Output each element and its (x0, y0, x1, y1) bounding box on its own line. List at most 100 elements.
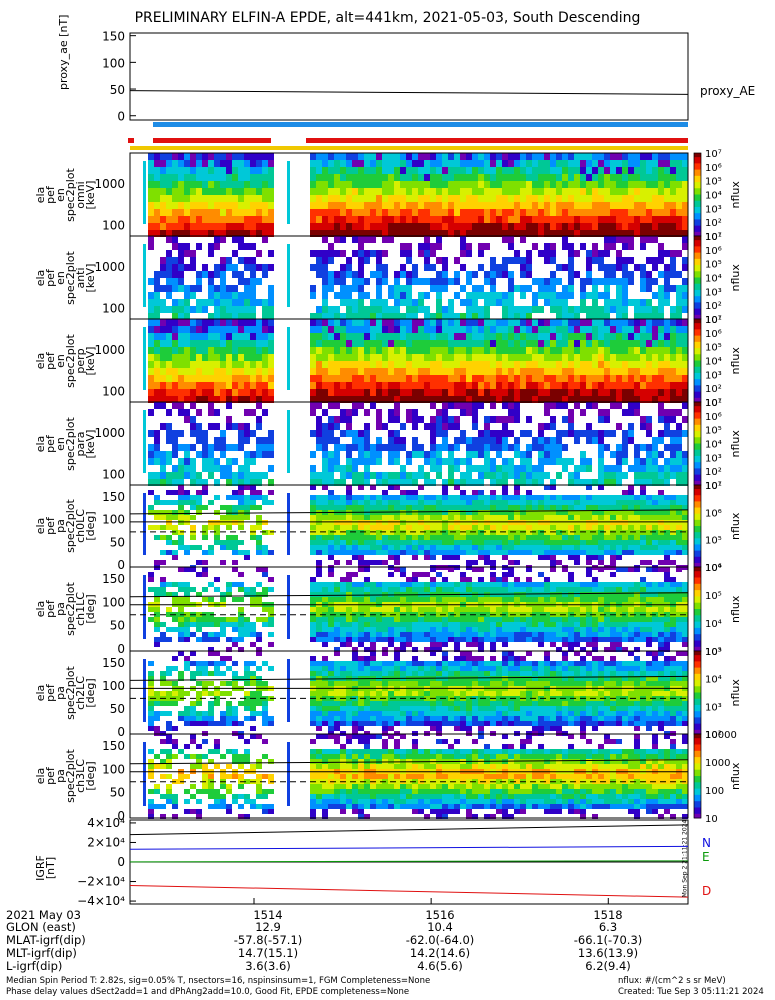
data-stripe (143, 742, 146, 806)
pitch-angle-spectrogram (143, 485, 688, 570)
colorbar-tick-label: 10⁶ (705, 563, 722, 574)
colorbar-tick-label: 10² (705, 384, 722, 395)
proxy-ae-frame (129, 32, 689, 121)
colorbar-tick-label: 10 (705, 814, 718, 825)
colorbar-tick-label: 10⁶ (705, 163, 722, 174)
pitch-panel-ylabel: ela pef pa spec2plot ch0LC [deg] (34, 499, 97, 553)
data-stripe (143, 575, 146, 639)
colorbar-tick-label: 10⁵ (705, 260, 722, 271)
legend-d: D (702, 884, 712, 898)
pitch-angle-spectrogram (143, 567, 688, 652)
energy-spectrogram (143, 153, 688, 237)
y-tick-label: 100 (102, 467, 125, 481)
colorbar-tick-label: 10¹ (705, 232, 722, 243)
status-bar-red (306, 138, 688, 143)
colorbar-tick-label: 10¹ (705, 315, 722, 326)
status-bar-blue (153, 122, 688, 127)
x-tick-label: 1514 (253, 908, 283, 922)
colorbar-tick-label: 10⁴ (705, 191, 722, 202)
y-tick-label: 100 (102, 762, 125, 776)
colorbar-label: nflux (729, 595, 742, 623)
y-tick-label: 1000 (94, 177, 125, 191)
reference-line (129, 675, 689, 681)
colorbar-tick-label: 10⁷ (705, 232, 722, 243)
data-stripe (143, 493, 146, 555)
y-tick-label: −4×10⁴ (77, 894, 125, 908)
reference-line (129, 759, 689, 765)
energy-spectrogram (143, 319, 688, 403)
colorbar-tick-label: 10³ (705, 702, 722, 713)
colorbar-tick-label: 10¹ (705, 398, 722, 409)
y-tick-label: 0 (117, 855, 125, 869)
colorbar (693, 566, 702, 652)
energy-panel-ylabel: ela pef en spec2plot omni [keV] (34, 167, 97, 222)
colorbar-tick-label: 10⁵ (705, 647, 722, 658)
data-stripe (143, 161, 146, 224)
colorbar-tick-label: 10⁷ (705, 398, 722, 409)
date-label: 2021 May 03 (6, 908, 81, 922)
l-value: 3.6(3.6) (245, 959, 291, 973)
glon-value: 12.9 (255, 920, 281, 934)
mlt-value: 14.7(15.1) (237, 946, 299, 960)
data-stripe (287, 244, 290, 307)
colorbar-tick-label: 10⁴ (705, 619, 722, 630)
colorbar-tick-label: 10⁵ (705, 536, 722, 547)
colorbar (693, 152, 702, 237)
colorbar-label: nflux (729, 347, 742, 375)
x-tick-label: 1516 (425, 908, 455, 922)
colorbar-tick-label: 10³ (705, 647, 722, 658)
side-stamp: Mon Sep 2 21:11:21 2024 (681, 819, 689, 898)
colorbar (693, 733, 702, 819)
colorbar-tick-label: 10⁷ (705, 315, 722, 326)
colorbar-tick-label: 10² (705, 301, 722, 312)
footer-units: nflux: #/(cm^2 s sr MeV) (618, 976, 726, 986)
colorbar-tick-label: 10⁴ (705, 440, 722, 451)
y-tick-label: 50 (110, 619, 125, 633)
energy-panel-ylabel: ela pef en spec2plot perp [keV] (34, 333, 97, 388)
reference-line (129, 592, 689, 598)
y-tick-label: 50 (110, 83, 125, 97)
y-tick-label: 150 (102, 572, 125, 586)
colorbar-tick-label: 10¹ (705, 481, 722, 492)
l-value: 6.2(9.4) (585, 959, 631, 973)
data-stripe (287, 575, 290, 639)
colorbar-tick-label: 1000 (705, 758, 730, 769)
colorbar-tick-label: 10⁶ (705, 329, 722, 340)
data-stripe (287, 742, 290, 806)
y-tick-label: 50 (110, 786, 125, 800)
footer-created: Created: Tue Sep 3 05:11:21 2024 (618, 987, 764, 997)
y-tick-label: 100 (102, 595, 125, 609)
pitch-panel-ylabel: ela pef pa spec2plot ch3LC [deg] (34, 749, 97, 803)
x-tick-label: 1518 (593, 908, 623, 922)
colorbar-tick-label: 10⁶ (705, 412, 722, 423)
y-tick-label: 100 (102, 301, 125, 315)
mlat-value: -66.1(-70.3) (573, 933, 643, 947)
colorbar-label: nflux (729, 430, 742, 458)
glon-value: 10.4 (427, 920, 453, 934)
data-stripe (287, 327, 290, 390)
y-tick-label: 0 (117, 725, 125, 739)
y-tick-label: −2×10⁴ (77, 875, 125, 889)
footer-line-1: Median Spin Period T: 2.82s, sig=0.05% T… (6, 976, 431, 986)
y-tick-label: 0 (117, 642, 125, 656)
colorbar-label: nflux (729, 679, 742, 707)
colorbar-tick-label: 100 (705, 786, 724, 797)
y-tick-label: 150 (102, 739, 125, 753)
colorbar-tick-label: 10³ (705, 287, 722, 298)
data-stripe (143, 244, 146, 307)
mlat-value: -62.0(-64.0) (405, 933, 475, 947)
status-bar-red (153, 138, 271, 143)
mlt-value: 14.2(14.6) (409, 946, 471, 960)
colorbar (693, 235, 702, 320)
energy-spectrogram (143, 402, 688, 486)
y-tick-label: 150 (102, 656, 125, 670)
colorbar-label: nflux (729, 264, 742, 292)
mlat-value: -57.8(-57.1) (233, 933, 303, 947)
proxy-ae-legend: proxy_AE (700, 84, 756, 98)
mlt-label: MLT-igrf(dip) (6, 946, 77, 960)
y-tick-label: 100 (102, 679, 125, 693)
colorbar-tick-label: 10⁴ (705, 274, 722, 285)
glon-value: 6.3 (598, 920, 618, 934)
colorbar-tick-label: 10⁷ (705, 481, 722, 492)
